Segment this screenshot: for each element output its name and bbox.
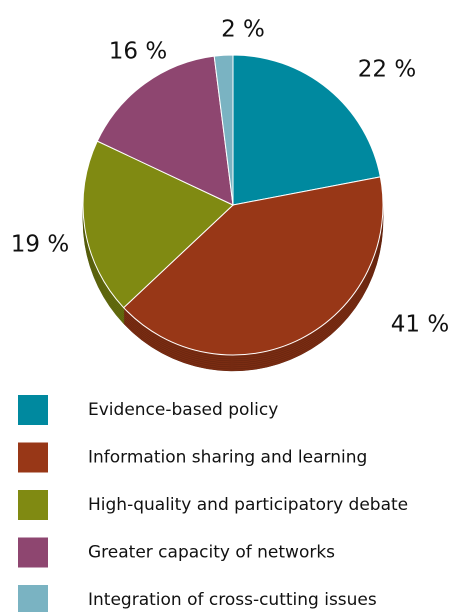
legend-label: Information sharing and learning — [88, 448, 367, 468]
value-label: 22 % — [358, 57, 416, 83]
value-label: 16 % — [109, 39, 167, 65]
legend-swatch — [18, 395, 48, 425]
legend-swatch — [18, 490, 48, 520]
value-label: 2 % — [221, 17, 265, 43]
legend-label: High-quality and participatory debate — [88, 495, 408, 515]
pie-slice — [122, 176, 384, 356]
pie-slice — [96, 55, 234, 206]
pie-slice — [82, 140, 234, 309]
legend-label: Greater capacity of networks — [88, 543, 335, 563]
legend-swatch — [18, 537, 48, 568]
pie-slice — [232, 54, 381, 206]
pie-slice — [213, 54, 234, 206]
legend-label: Evidence-based policy — [88, 400, 278, 420]
legend-swatch — [18, 442, 48, 473]
legend-label: Integration of cross-cutting issues — [88, 590, 377, 610]
value-label: 19 % — [11, 232, 69, 258]
value-label: 41 % — [391, 312, 449, 338]
legend-swatch — [18, 585, 48, 612]
